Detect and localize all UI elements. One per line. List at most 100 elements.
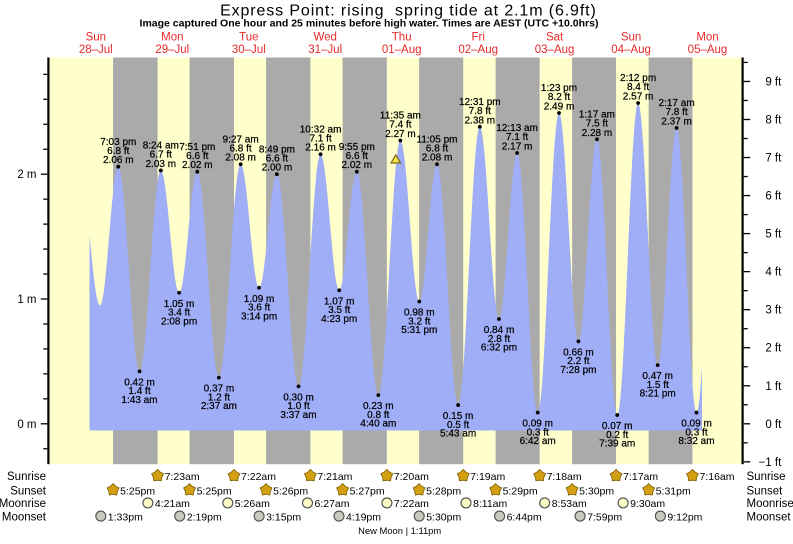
svg-text:4:23 pm: 4:23 pm — [321, 314, 357, 325]
svg-text:7:22am: 7:22am — [241, 471, 276, 483]
svg-text:2:19pm: 2:19pm — [187, 512, 222, 524]
svg-text:3:14 pm: 3:14 pm — [241, 311, 277, 322]
svg-text:7:21am: 7:21am — [317, 471, 352, 483]
svg-text:2 m: 2 m — [17, 169, 36, 181]
svg-text:9 ft: 9 ft — [765, 76, 782, 88]
svg-text:4:40 am: 4:40 am — [360, 419, 396, 430]
svg-text:New Moon | 1:11pm: New Moon | 1:11pm — [358, 525, 441, 536]
svg-text:5:28pm: 5:28pm — [426, 485, 461, 497]
svg-text:Sat: Sat — [546, 31, 564, 43]
svg-text:31–Jul: 31–Jul — [308, 44, 342, 56]
svg-text:6 ft: 6 ft — [765, 191, 782, 203]
svg-text:02–Aug: 02–Aug — [458, 44, 498, 56]
svg-text:5:31 pm: 5:31 pm — [401, 325, 437, 336]
svg-text:Sunset: Sunset — [747, 485, 784, 497]
svg-text:3:37 am: 3:37 am — [280, 410, 316, 421]
svg-text:2.27 m: 2.27 m — [385, 129, 416, 140]
svg-text:5:26pm: 5:26pm — [273, 485, 308, 497]
svg-text:5:43 am: 5:43 am — [440, 429, 476, 440]
svg-text:Moonrise: Moonrise — [747, 498, 793, 510]
svg-text:05–Aug: 05–Aug — [688, 44, 728, 56]
svg-text:7:23am: 7:23am — [165, 471, 200, 483]
svg-text:5:30pm: 5:30pm — [426, 512, 461, 524]
svg-text:6:42 am: 6:42 am — [520, 436, 556, 447]
svg-text:7:20am: 7:20am — [394, 471, 429, 483]
svg-text:2.08 m: 2.08 m — [225, 153, 256, 164]
svg-text:6:44pm: 6:44pm — [507, 512, 542, 524]
svg-text:2.49 m: 2.49 m — [544, 102, 575, 113]
svg-text:2.57 m: 2.57 m — [623, 92, 654, 103]
svg-text:2.38 m: 2.38 m — [465, 115, 496, 126]
svg-text:7:19am: 7:19am — [470, 471, 505, 483]
svg-text:8:21 pm: 8:21 pm — [640, 389, 676, 400]
svg-text:01–Aug: 01–Aug — [382, 44, 422, 56]
svg-text:7:22am: 7:22am — [394, 498, 429, 510]
svg-text:Sunset: Sunset — [10, 485, 47, 497]
svg-text:2.00 m: 2.00 m — [262, 163, 293, 174]
svg-text:6:32 pm: 6:32 pm — [481, 343, 517, 354]
svg-text:Sunrise: Sunrise — [7, 471, 46, 483]
svg-text:0 ft: 0 ft — [765, 419, 782, 431]
svg-text:2:37 am: 2:37 am — [201, 401, 237, 412]
svg-text:2:08 pm: 2:08 pm — [161, 316, 197, 327]
svg-text:Mon: Mon — [161, 31, 183, 43]
svg-text:7 ft: 7 ft — [765, 153, 782, 165]
svg-text:Sunrise: Sunrise — [747, 471, 786, 483]
svg-text:0 m: 0 m — [17, 419, 36, 431]
svg-text:3 ft: 3 ft — [765, 305, 782, 317]
svg-text:5:31pm: 5:31pm — [656, 485, 691, 497]
svg-text:1:33pm: 1:33pm — [108, 512, 143, 524]
svg-text:2.02 m: 2.02 m — [342, 160, 373, 171]
svg-text:Moonset: Moonset — [2, 512, 47, 524]
svg-text:7:39 am: 7:39 am — [599, 439, 635, 450]
svg-text:8:32 am: 8:32 am — [678, 436, 714, 447]
svg-text:29–Jul: 29–Jul — [155, 44, 189, 56]
svg-text:1 ft: 1 ft — [765, 381, 782, 393]
svg-text:4 ft: 4 ft — [765, 267, 782, 279]
svg-text:7:59pm: 7:59pm — [587, 512, 622, 524]
svg-text:Fri: Fri — [471, 31, 484, 43]
svg-text:7:28 pm: 7:28 pm — [560, 365, 596, 376]
svg-text:5:26am: 5:26am — [235, 498, 270, 510]
svg-text:Tue: Tue — [239, 31, 258, 43]
svg-text:Wed: Wed — [313, 31, 336, 43]
svg-text:Moonrise: Moonrise — [0, 498, 46, 510]
svg-text:7:18am: 7:18am — [547, 471, 582, 483]
svg-text:Image captured One hour and 25: Image captured One hour and 25 minutes b… — [140, 18, 599, 30]
svg-text:5:29pm: 5:29pm — [503, 485, 538, 497]
svg-text:2.28 m: 2.28 m — [582, 128, 613, 139]
svg-text:28–Jul: 28–Jul — [79, 44, 113, 56]
svg-text:2.16 m: 2.16 m — [305, 143, 336, 154]
svg-text:2.06 m: 2.06 m — [103, 155, 134, 166]
svg-text:2 ft: 2 ft — [765, 343, 782, 355]
svg-text:5:30pm: 5:30pm — [579, 485, 614, 497]
svg-text:2.02 m: 2.02 m — [182, 160, 213, 171]
svg-text:2.08 m: 2.08 m — [422, 153, 453, 164]
svg-text:5:27pm: 5:27pm — [350, 485, 385, 497]
svg-text:Mon: Mon — [696, 31, 718, 43]
svg-text:8:53am: 8:53am — [552, 498, 587, 510]
svg-text:9:12pm: 9:12pm — [667, 512, 702, 524]
svg-text:1:43 am: 1:43 am — [121, 395, 157, 406]
svg-text:7:17am: 7:17am — [623, 471, 658, 483]
svg-text:Sun: Sun — [86, 31, 106, 43]
svg-text:3:15pm: 3:15pm — [266, 512, 301, 524]
svg-text:6:27am: 6:27am — [315, 498, 350, 510]
svg-text:1 m: 1 m — [17, 294, 36, 306]
svg-text:03–Aug: 03–Aug — [535, 44, 575, 56]
svg-text:5 ft: 5 ft — [765, 229, 782, 241]
svg-text:5:25pm: 5:25pm — [120, 485, 155, 497]
svg-text:30–Jul: 30–Jul — [232, 44, 266, 56]
svg-text:7:16am: 7:16am — [700, 471, 735, 483]
svg-text:8 ft: 8 ft — [765, 114, 782, 126]
svg-text:2.17 m: 2.17 m — [502, 142, 533, 153]
svg-text:8:11am: 8:11am — [473, 498, 507, 510]
svg-text:4:21am: 4:21am — [155, 498, 190, 510]
svg-text:−1 ft: −1 ft — [759, 457, 783, 469]
svg-text:9:30am: 9:30am — [630, 498, 665, 510]
svg-text:04–Aug: 04–Aug — [611, 44, 651, 56]
svg-text:2.37 m: 2.37 m — [661, 117, 692, 128]
svg-text:Moonset: Moonset — [747, 512, 792, 524]
svg-text:Sun: Sun — [621, 31, 641, 43]
svg-text:4:19pm: 4:19pm — [346, 512, 381, 524]
